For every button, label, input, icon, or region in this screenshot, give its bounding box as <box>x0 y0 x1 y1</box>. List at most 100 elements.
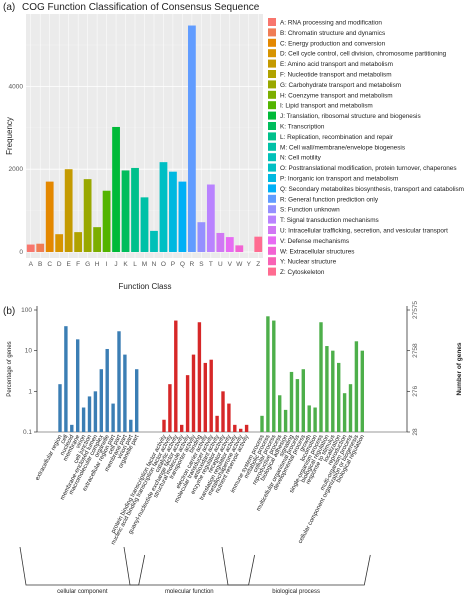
panel-b-y-ticks: 0.1 1 10 100 28 276 2758 27575 <box>21 301 419 436</box>
panel-a-y-tick-label: 2000 <box>9 166 24 173</box>
panel-b-group-label: biological process <box>272 589 320 595</box>
legend-label: W: Extracellular structures <box>280 248 354 255</box>
panel-a-x-tick-label: P <box>171 261 175 268</box>
bar-virion <box>81 407 86 432</box>
legend-label: M: Cell wall/membrane/envelope biogenesi… <box>280 144 405 151</box>
panel-a-bars <box>26 25 263 252</box>
panel-a-x-tick-label: B <box>38 261 42 268</box>
legend-swatch <box>268 153 276 162</box>
bar-metabolic-process <box>266 316 270 432</box>
legend-label: E: Amino acid transport and metabolism <box>280 61 393 68</box>
bar-D <box>55 234 64 252</box>
legend-label: F: Nucleotide transport and metabolism <box>280 72 392 79</box>
legend-label: Y: Nuclear structure <box>280 259 337 266</box>
legend-swatch <box>268 236 276 245</box>
legend-label: G: Carbohydrate transport and metabolism <box>280 82 401 89</box>
bar-membrane <box>76 339 80 432</box>
panel-b-group-bracket <box>221 546 371 586</box>
legend-label: O: Posttranslational modification, prote… <box>280 165 457 172</box>
bar-signaling <box>289 371 294 432</box>
panel-b-right-tick-label: 276 <box>412 386 419 397</box>
legend-label: A: RNA processing and modification <box>280 20 382 27</box>
legend-swatch <box>268 132 276 141</box>
legend-swatch <box>268 70 276 78</box>
bar-K <box>121 170 130 252</box>
bar-membrane-part <box>123 354 127 432</box>
bar-protein-binding-transcription-factor-activity <box>162 419 166 432</box>
legend-label: C: Energy production and conversion <box>280 40 386 47</box>
bar-reproductive-process <box>278 395 282 432</box>
legend-label: L: Replication, recombination and repair <box>280 134 394 141</box>
bar-G <box>83 179 92 252</box>
panel-a-x-tick-label: K <box>123 261 128 268</box>
panel-b-group-bracket <box>123 546 255 586</box>
panel-b-left-tick-label: 100 <box>21 307 32 314</box>
bar-locomotion <box>313 407 317 432</box>
legend-label: Z: Cytoskeleton <box>280 269 325 276</box>
legend-swatch <box>268 101 276 110</box>
panel-a-x-tick-label: D <box>57 261 62 268</box>
panel-a-x-tick-label: M <box>142 261 147 268</box>
panel-a-x-tick-label: N <box>152 261 157 268</box>
panel-b-right-tick-label: 28 <box>412 428 419 436</box>
panel-a-x-tick-label: E <box>66 261 71 268</box>
panel-b-right-axis-label: Number of genes <box>456 342 463 395</box>
panel-b-right-tick-label: 2758 <box>412 343 419 358</box>
bar-N <box>150 230 158 252</box>
bar-nutrient-reservoir-activity <box>244 424 249 432</box>
panel-a-chart-title: COG Function Classification of Consensus… <box>22 2 260 13</box>
bar-B <box>36 243 45 252</box>
bar-P <box>169 171 177 252</box>
legend-label: T: Signal transduction mechanisms <box>280 217 379 224</box>
bar-extracellular-region <box>58 384 62 432</box>
panel-b-x-tick-label: cell <box>60 434 70 445</box>
bar-V <box>225 237 234 252</box>
bar-W <box>235 245 244 252</box>
bar-extracellular-region-part <box>111 403 115 432</box>
panel-a-x-tick-label: Z <box>256 261 260 268</box>
bar-U <box>216 232 225 252</box>
panel-a-x-tick-label: V <box>228 261 233 268</box>
bar-Z <box>254 236 263 252</box>
legend-label: N: Cell motility <box>280 155 322 162</box>
legend-label: J: Translation, ribosomal structure and … <box>280 113 421 120</box>
panel-b-label: (b) <box>3 306 15 317</box>
legend-swatch <box>268 174 276 182</box>
bar-electron-carrier-activity <box>203 362 207 432</box>
bar-cell-junction <box>87 396 92 432</box>
bar-growth <box>307 405 311 432</box>
panel-b-group-bracket <box>19 546 146 586</box>
bar-cell-part <box>117 331 121 432</box>
bar-biological-regulation <box>360 350 364 432</box>
legend-label: H: Coenzyme transport and metabolism <box>280 92 393 99</box>
bar-organelle <box>105 348 109 432</box>
legend-label: B: Chromatin structure and dynamics <box>280 30 385 37</box>
legend-label: U: Intracellular trafficking, secretion,… <box>280 228 448 235</box>
panel-a-x-tick-label: O <box>161 261 166 268</box>
bar-nucleic-acid-binding-transcription-factor-activity <box>168 384 172 432</box>
bar-nucleoid <box>70 424 74 432</box>
bar-T <box>206 184 215 252</box>
bar-A <box>26 244 35 252</box>
bar-F <box>74 232 83 252</box>
legend-swatch <box>268 49 276 58</box>
bar-I <box>102 190 111 252</box>
panel-a-x-tick-label: Q <box>180 261 185 268</box>
bar-transporter-activity <box>191 354 196 432</box>
bar-receptor-activity <box>227 403 231 432</box>
legend-swatch <box>268 267 276 276</box>
bar-single-organism-process <box>319 322 323 432</box>
panel-b-y-axis-label: Percentage of genes <box>7 341 13 396</box>
bar-immune-system-process <box>260 415 264 432</box>
legend-label: K: Transcription <box>280 124 325 131</box>
panel-b-x-tick-label: extracellular region <box>35 434 64 482</box>
panel-b-left-tick-label: 1 <box>28 388 32 395</box>
bar-biological-regulation <box>325 346 329 432</box>
legend-label: V: Defense mechanisms <box>280 238 349 245</box>
legend-swatch <box>268 142 276 151</box>
bar-virion-part <box>129 419 133 432</box>
panel-b-left-tick-label: 10 <box>25 348 33 355</box>
legend-label: D: Cell cycle control, cell division, ch… <box>280 51 447 58</box>
